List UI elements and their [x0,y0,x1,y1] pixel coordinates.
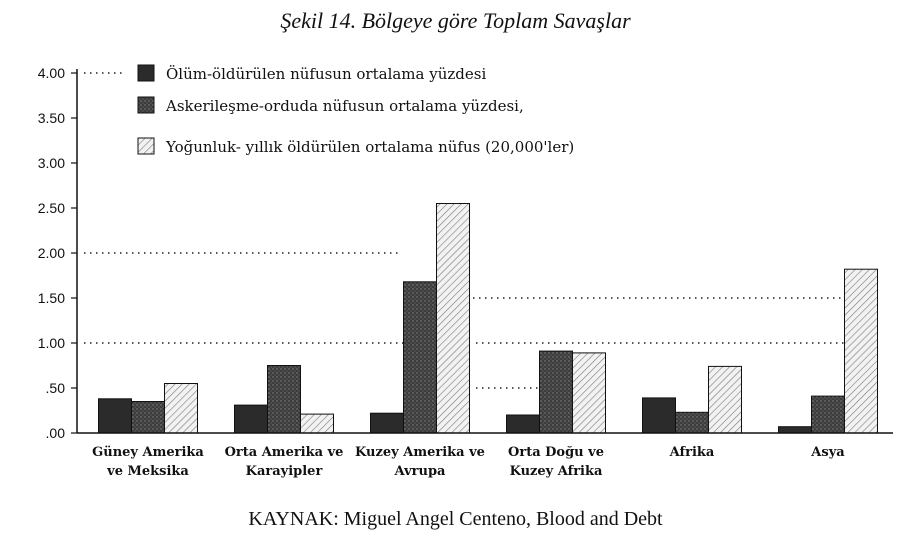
legend-swatch [137,137,155,155]
bar-solid [642,397,676,434]
bar-hatched [164,383,198,434]
bar-solid [778,426,812,434]
reference-lines [84,72,855,389]
category-label: Kuzey Afrika [510,464,603,479]
legend-label: Ölüm-öldürülen nüfusun ortalama yüzdesi [166,65,486,83]
y-tick-label: 1.50 [38,290,65,306]
bar-dotted [539,350,573,434]
bars [98,203,878,434]
category-label: Afrika [669,445,715,460]
chart-source: KAYNAK: Miguel Angel Centeno, Blood and … [248,508,663,530]
category-label: Güney Amerika [92,445,204,460]
bar-solid [506,414,540,434]
category-label: ve Meksika [106,464,189,479]
legend-swatch [137,96,155,114]
legend: Ölüm-öldürülen nüfusun ortalama yüzdesi A… [137,64,574,156]
y-tick-label: 4.00 [38,65,65,81]
x-axis-labels: Güney Amerika ve Meksika Orta Amerika ve Ka… [92,445,845,479]
legend-swatch [137,64,155,82]
bar-dotted [131,401,165,434]
y-tick-label: 2.00 [38,245,65,261]
bar-hatched [436,203,470,434]
category-label: Kuzey Amerika ve [355,445,485,460]
bar-hatched [708,365,742,434]
legend-label: Yoğunluk- yıllık öldürülen ortalama nüfu… [165,138,574,156]
y-tick-label: 3.50 [38,110,65,126]
y-tick-label: .50 [46,380,66,396]
chart-title: Şekil 14. Bölgeye göre Toplam Savaşlar [280,8,631,33]
bar-hatched [844,268,878,434]
y-axis: .00 .50 1.00 1.50 2.00 2.50 3.00 3.50 4.00 [38,65,893,441]
bar-dotted [267,365,301,434]
legend-label: Askerileşme-orduda nüfusun ortalama yüzd… [165,97,524,115]
bar-solid [98,398,132,434]
bar-dotted [403,281,437,434]
y-tick-label: 3.00 [38,155,65,171]
bar-dotted [811,395,845,434]
category-label: Avrupa [394,464,447,479]
category-label: Asya [810,445,845,460]
bar-solid [370,412,404,434]
y-tick-label: 1.00 [38,335,65,351]
bar-hatched [572,352,606,434]
category-label: Orta Doğu ve [508,445,604,460]
bar-solid [234,404,268,434]
y-tick-label: .00 [46,425,66,441]
category-label: Orta Amerika ve [225,445,344,460]
category-label: Karayipler [246,464,323,479]
bar-hatched [300,413,334,434]
y-tick-label: 2.50 [38,200,65,216]
bar-dotted [675,411,709,434]
